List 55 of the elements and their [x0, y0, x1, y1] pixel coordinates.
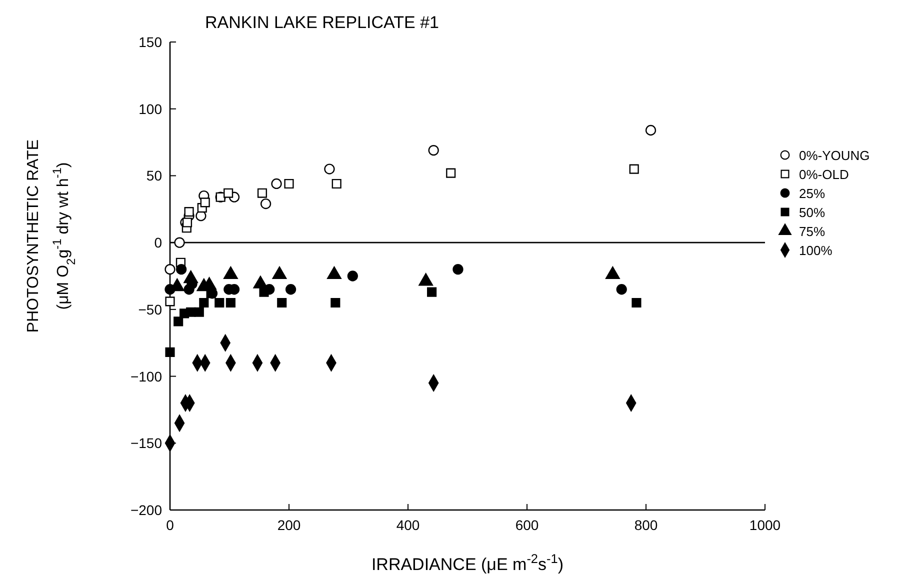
point [284, 178, 294, 189]
point [427, 287, 437, 297]
point [324, 164, 335, 174]
point [199, 298, 209, 308]
point [260, 198, 272, 210]
y-tick-label: −100 [130, 368, 162, 384]
point [174, 237, 185, 248]
x-tick-label: 800 [634, 517, 658, 533]
chart-title: RANKIN LAKE REPLICATE #1 [205, 13, 439, 32]
point [452, 264, 464, 275]
point [214, 298, 224, 308]
point [629, 164, 639, 174]
y-tick-label: −50 [138, 301, 162, 318]
point [194, 307, 204, 317]
point [186, 307, 196, 317]
y-tick-label: 0 [154, 234, 162, 251]
point [332, 178, 342, 189]
x-tick-label: 200 [277, 517, 301, 533]
point [330, 298, 340, 308]
legend-label: 100% [799, 243, 833, 258]
point [257, 188, 268, 198]
point [224, 188, 234, 198]
x-tick-label: 0 [166, 517, 174, 533]
point [184, 207, 194, 217]
legend-label: 0%-OLD [799, 167, 849, 182]
point [174, 316, 184, 326]
y-tick-label: 100 [138, 100, 162, 117]
point [226, 298, 236, 308]
point [165, 347, 175, 357]
x-tick-label: 600 [515, 517, 539, 533]
point [165, 296, 175, 306]
point [616, 284, 627, 295]
point [347, 270, 358, 282]
point [428, 145, 439, 156]
point [632, 298, 642, 308]
point [285, 284, 296, 295]
point [200, 198, 210, 208]
x-tick-label: 400 [396, 517, 420, 533]
point [446, 168, 456, 178]
legend-label: 25% [799, 186, 826, 201]
y-tick-label: 50 [146, 168, 162, 184]
legend-label: 50% [799, 205, 826, 220]
point [176, 264, 187, 275]
point [271, 178, 282, 190]
y-tick-label: −150 [130, 435, 162, 452]
x-axis-title: IRRADIANCE (μE m$^{-2}$s$^{-1}$) [371, 550, 564, 574]
x-tick-label: 1000 [749, 517, 781, 533]
point [645, 124, 656, 136]
legend-label: 75% [799, 224, 826, 239]
y-tick-label: 150 [138, 34, 162, 50]
y-tick-label: −200 [130, 502, 162, 518]
point [259, 287, 269, 297]
point [164, 264, 176, 275]
legend-label: 0%-YOUNG [799, 148, 870, 163]
point [277, 298, 287, 308]
